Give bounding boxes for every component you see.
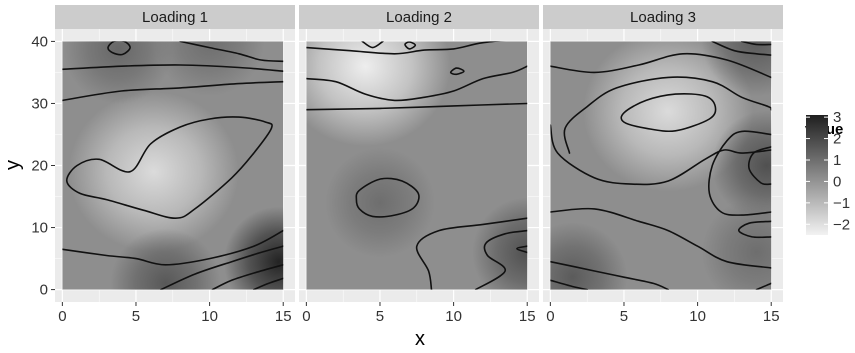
legend-ticks: 3 2 1 0 −1 −2 [806, 109, 850, 233]
contour-line [62, 64, 284, 72]
legend-colorbar [806, 115, 828, 235]
contour-line [62, 229, 284, 266]
high-value-region [154, 41, 265, 97]
legend-tick-label: 2 [833, 131, 841, 148]
contour-line [361, 41, 384, 49]
y-tick-label: 40 [31, 33, 48, 50]
contour-line [62, 80, 284, 102]
x-tick-label: 0 [58, 308, 66, 325]
contour-line [449, 67, 465, 76]
low-value-region [583, 41, 754, 192]
contour-line [474, 229, 528, 290]
contour-line [741, 41, 772, 46]
contour-line [404, 41, 417, 50]
contour-line [415, 217, 528, 290]
legend-tick-label: 3 [833, 109, 841, 126]
contour-line [747, 146, 772, 186]
low-value-region [68, 91, 239, 252]
contour-line [550, 207, 772, 269]
contour-line [738, 220, 772, 239]
contour-line [355, 177, 420, 218]
panel-3: Loading 3 0 5 10 15 [543, 5, 783, 325]
legend-tick-label: 1 [833, 152, 841, 169]
facet-strip [55, 5, 295, 29]
x-tick-label: 0 [546, 308, 554, 325]
contour-line [160, 245, 284, 290]
heat-field [550, 41, 772, 290]
x-tick-label: 5 [620, 308, 628, 325]
contour-line [107, 41, 131, 56]
contour-line [550, 260, 669, 290]
y-tick-label: 20 [31, 158, 48, 175]
x-tick-label: 15 [763, 308, 780, 325]
x-tick-label: 10 [201, 308, 218, 325]
contour-lines [306, 41, 528, 290]
contour-lines [62, 41, 284, 290]
x-tick-label: 10 [445, 308, 462, 325]
contour-line [755, 282, 772, 290]
contour-line [563, 76, 772, 154]
contour-line [711, 41, 772, 56]
contour-line [550, 124, 772, 186]
contour-line [516, 245, 528, 254]
low-value-region [306, 41, 451, 147]
x-axis-ticks: 0 5 10 15 [546, 302, 780, 325]
facet-label: Loading 1 [142, 9, 208, 26]
high-value-region [63, 41, 174, 104]
y-tick-label: 30 [31, 95, 48, 112]
x-axis-ticks: 0 5 10 15 [58, 302, 292, 325]
contour-line [65, 116, 273, 220]
contour-line [620, 93, 717, 133]
high-value-region [701, 41, 772, 97]
legend-tick-label: 0 [833, 173, 841, 190]
contour-line [708, 130, 772, 216]
contour-line [306, 102, 528, 111]
facet-label: Loading 3 [630, 9, 696, 26]
contour-line [211, 264, 284, 290]
x-tick-label: 15 [519, 308, 536, 325]
x-axis-ticks: 0 5 10 15 [302, 302, 536, 325]
contour-line [550, 52, 772, 79]
legend-tick-label: −2 [833, 216, 850, 233]
y-tick-label: 10 [31, 220, 48, 237]
x-axis-title: x [415, 328, 425, 350]
contour-line [306, 65, 528, 102]
facet-strip [299, 5, 539, 29]
contour-line [306, 41, 502, 55]
y-axis-ticks: 0 10 20 30 40 [31, 33, 55, 299]
x-tick-label: 15 [275, 308, 292, 325]
contour-line [179, 41, 284, 63]
contour-line [550, 279, 588, 290]
contour-line [253, 277, 284, 290]
x-tick-label: 5 [132, 308, 140, 325]
contour-lines [550, 41, 772, 290]
high-value-region [711, 110, 772, 221]
x-tick-label: 5 [376, 308, 384, 325]
panel-2: Loading 2 0 5 10 15 [299, 5, 539, 325]
y-axis-title: y [2, 160, 24, 170]
facet-strip [543, 5, 783, 29]
legend-tick-label: −1 [833, 195, 850, 212]
x-tick-label: 0 [302, 308, 310, 325]
facet-label: Loading 2 [386, 9, 452, 26]
panel-1: Loading 1 0 5 10 15 0 10 20 30 40 [31, 5, 295, 325]
y-tick-label: 0 [40, 282, 48, 299]
high-value-region [550, 222, 628, 290]
x-tick-label: 10 [689, 308, 706, 325]
high-value-region [324, 147, 435, 258]
